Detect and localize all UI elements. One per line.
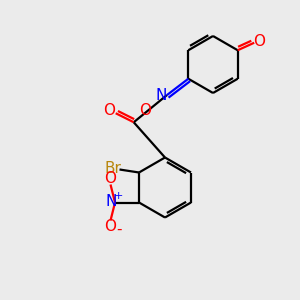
Text: +: + [113,191,123,201]
Text: N: N [156,88,167,103]
Text: O: O [104,171,116,186]
Text: O: O [103,103,115,118]
Text: Br: Br [104,161,122,176]
Text: N: N [106,194,117,209]
Text: O: O [139,103,151,118]
Text: O: O [104,219,116,234]
Text: -: - [116,221,122,236]
Text: O: O [254,34,266,49]
